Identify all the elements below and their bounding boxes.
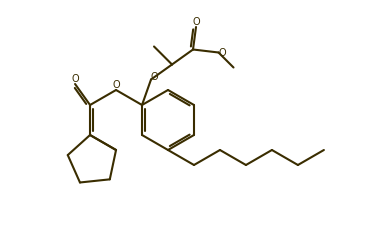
Text: O: O [150,71,158,82]
Text: O: O [112,80,120,90]
Text: O: O [192,17,200,27]
Text: O: O [219,47,226,58]
Text: O: O [71,74,79,84]
